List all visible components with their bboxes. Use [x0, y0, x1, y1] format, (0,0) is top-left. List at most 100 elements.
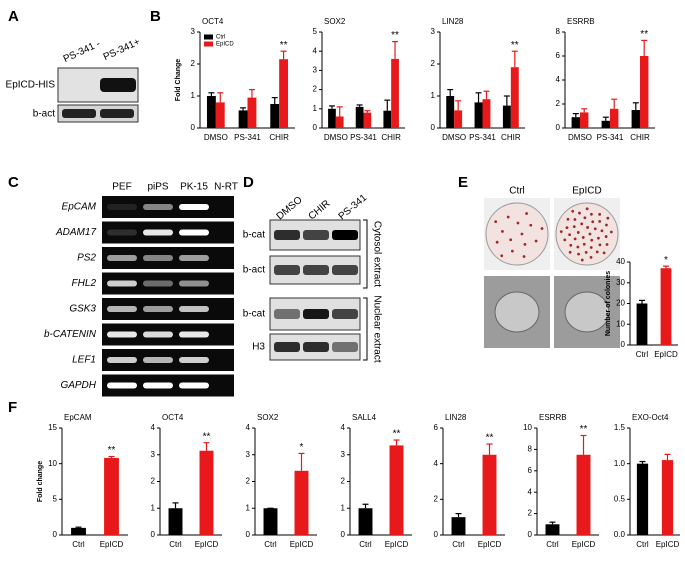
panel-label: C	[8, 174, 19, 191]
bar	[571, 117, 580, 128]
y-tick-label: 3	[191, 27, 196, 36]
band	[143, 331, 173, 338]
y-tick-label: 3	[431, 27, 436, 36]
y-tick-label: 3	[341, 450, 346, 459]
x-tick-label: CHIR	[501, 133, 521, 142]
colony	[577, 252, 580, 256]
row-label: GAPDH	[60, 380, 96, 391]
y-tick-label: 3	[246, 450, 251, 459]
bar	[71, 527, 86, 535]
x-tick-label: PS-341	[350, 133, 377, 142]
chart-title: SALL4	[352, 413, 377, 422]
colony	[569, 243, 573, 247]
y-tick-label: 1	[431, 91, 436, 100]
y-tick-label: 2	[313, 85, 318, 94]
colony	[605, 223, 608, 227]
colony	[568, 250, 572, 254]
band	[332, 265, 358, 275]
bar	[482, 454, 497, 535]
colony	[586, 226, 589, 229]
bar	[389, 445, 404, 535]
chart-title: ESRRB	[567, 17, 595, 26]
x-tick-label: PS-341	[469, 133, 496, 142]
y-tick-label: 4	[528, 487, 533, 496]
legend-swatch	[204, 41, 213, 47]
x-tick-label: CHIR	[630, 133, 650, 142]
gel: EpCAM ADAM17 PS2 FHL2 GSK3 b-CATENIN LEF1 GAPDH	[44, 196, 234, 397]
colony	[576, 231, 580, 234]
bar	[104, 457, 119, 535]
chart-title: LIN28	[445, 413, 467, 422]
colony	[580, 258, 584, 262]
y-tick-label: 1	[313, 104, 318, 113]
significance: **	[486, 433, 494, 444]
bar	[247, 97, 257, 128]
chart-title: SOX2	[324, 17, 346, 26]
panel-label: D	[243, 174, 254, 191]
x-tick-label: EpICD	[385, 540, 409, 549]
bar	[199, 450, 214, 535]
band	[303, 309, 329, 319]
band	[179, 357, 209, 363]
bar	[363, 112, 372, 128]
y-axis-label: Number of colonies	[605, 271, 612, 336]
y-tick-label: 0	[191, 123, 196, 132]
bar	[636, 463, 649, 535]
blot: b-cat b-act b-cat H3	[243, 219, 361, 361]
lane-label: CHIR	[307, 198, 333, 222]
x-tick-label: Ctrl	[636, 540, 649, 549]
y-tick-label: 2	[556, 99, 561, 108]
colony	[516, 221, 520, 225]
significance: **	[108, 445, 116, 456]
y-tick-label: 1	[246, 503, 251, 512]
band	[274, 230, 300, 240]
band	[179, 204, 209, 210]
image-title: Ctrl	[509, 186, 525, 197]
x-tick-label: DMSO	[324, 133, 348, 142]
fraction-label: Nuclear extract	[371, 295, 382, 362]
chart-title: EXO-Oct4	[632, 413, 669, 422]
band	[274, 342, 300, 352]
row-label: GSK3	[69, 304, 96, 315]
bar	[510, 67, 519, 128]
bar	[358, 508, 373, 535]
fraction-label: Cytosol extract	[371, 221, 382, 287]
band	[107, 382, 137, 389]
x-tick-label: PS-341	[597, 133, 624, 142]
row-label: ADAM17	[55, 227, 96, 238]
row-label: PS2	[77, 253, 96, 264]
panel-label: E	[458, 174, 468, 191]
row-label: b-act	[243, 265, 265, 276]
lane-label: PS-341+	[102, 37, 142, 64]
bar	[474, 102, 483, 128]
panel-label: B	[150, 8, 161, 25]
colony	[605, 243, 609, 246]
y-tick-label: 4	[434, 459, 439, 468]
lane-label: N-RT	[214, 182, 238, 193]
colony	[573, 237, 577, 241]
panel-label: F	[8, 399, 17, 416]
y-tick-label: 0	[434, 530, 439, 539]
chart-title: SOX2	[257, 413, 279, 422]
band	[143, 357, 173, 363]
colony	[580, 222, 584, 226]
x-tick-label: Ctrl	[452, 540, 465, 549]
band	[274, 265, 300, 275]
colony	[585, 207, 589, 211]
y-tick-label: 1.5	[614, 423, 626, 432]
colony	[598, 212, 602, 216]
colony	[588, 232, 592, 236]
dish	[485, 202, 549, 266]
bar	[482, 99, 491, 128]
colony	[606, 216, 610, 220]
bar	[636, 303, 648, 345]
band	[143, 229, 173, 236]
y-tick-label: 0	[53, 530, 58, 539]
y-tick-label: 0	[341, 530, 346, 539]
colony	[598, 243, 602, 247]
band	[179, 229, 209, 236]
band	[143, 255, 173, 261]
colony	[591, 220, 595, 224]
y-tick-label: 4	[246, 423, 251, 432]
